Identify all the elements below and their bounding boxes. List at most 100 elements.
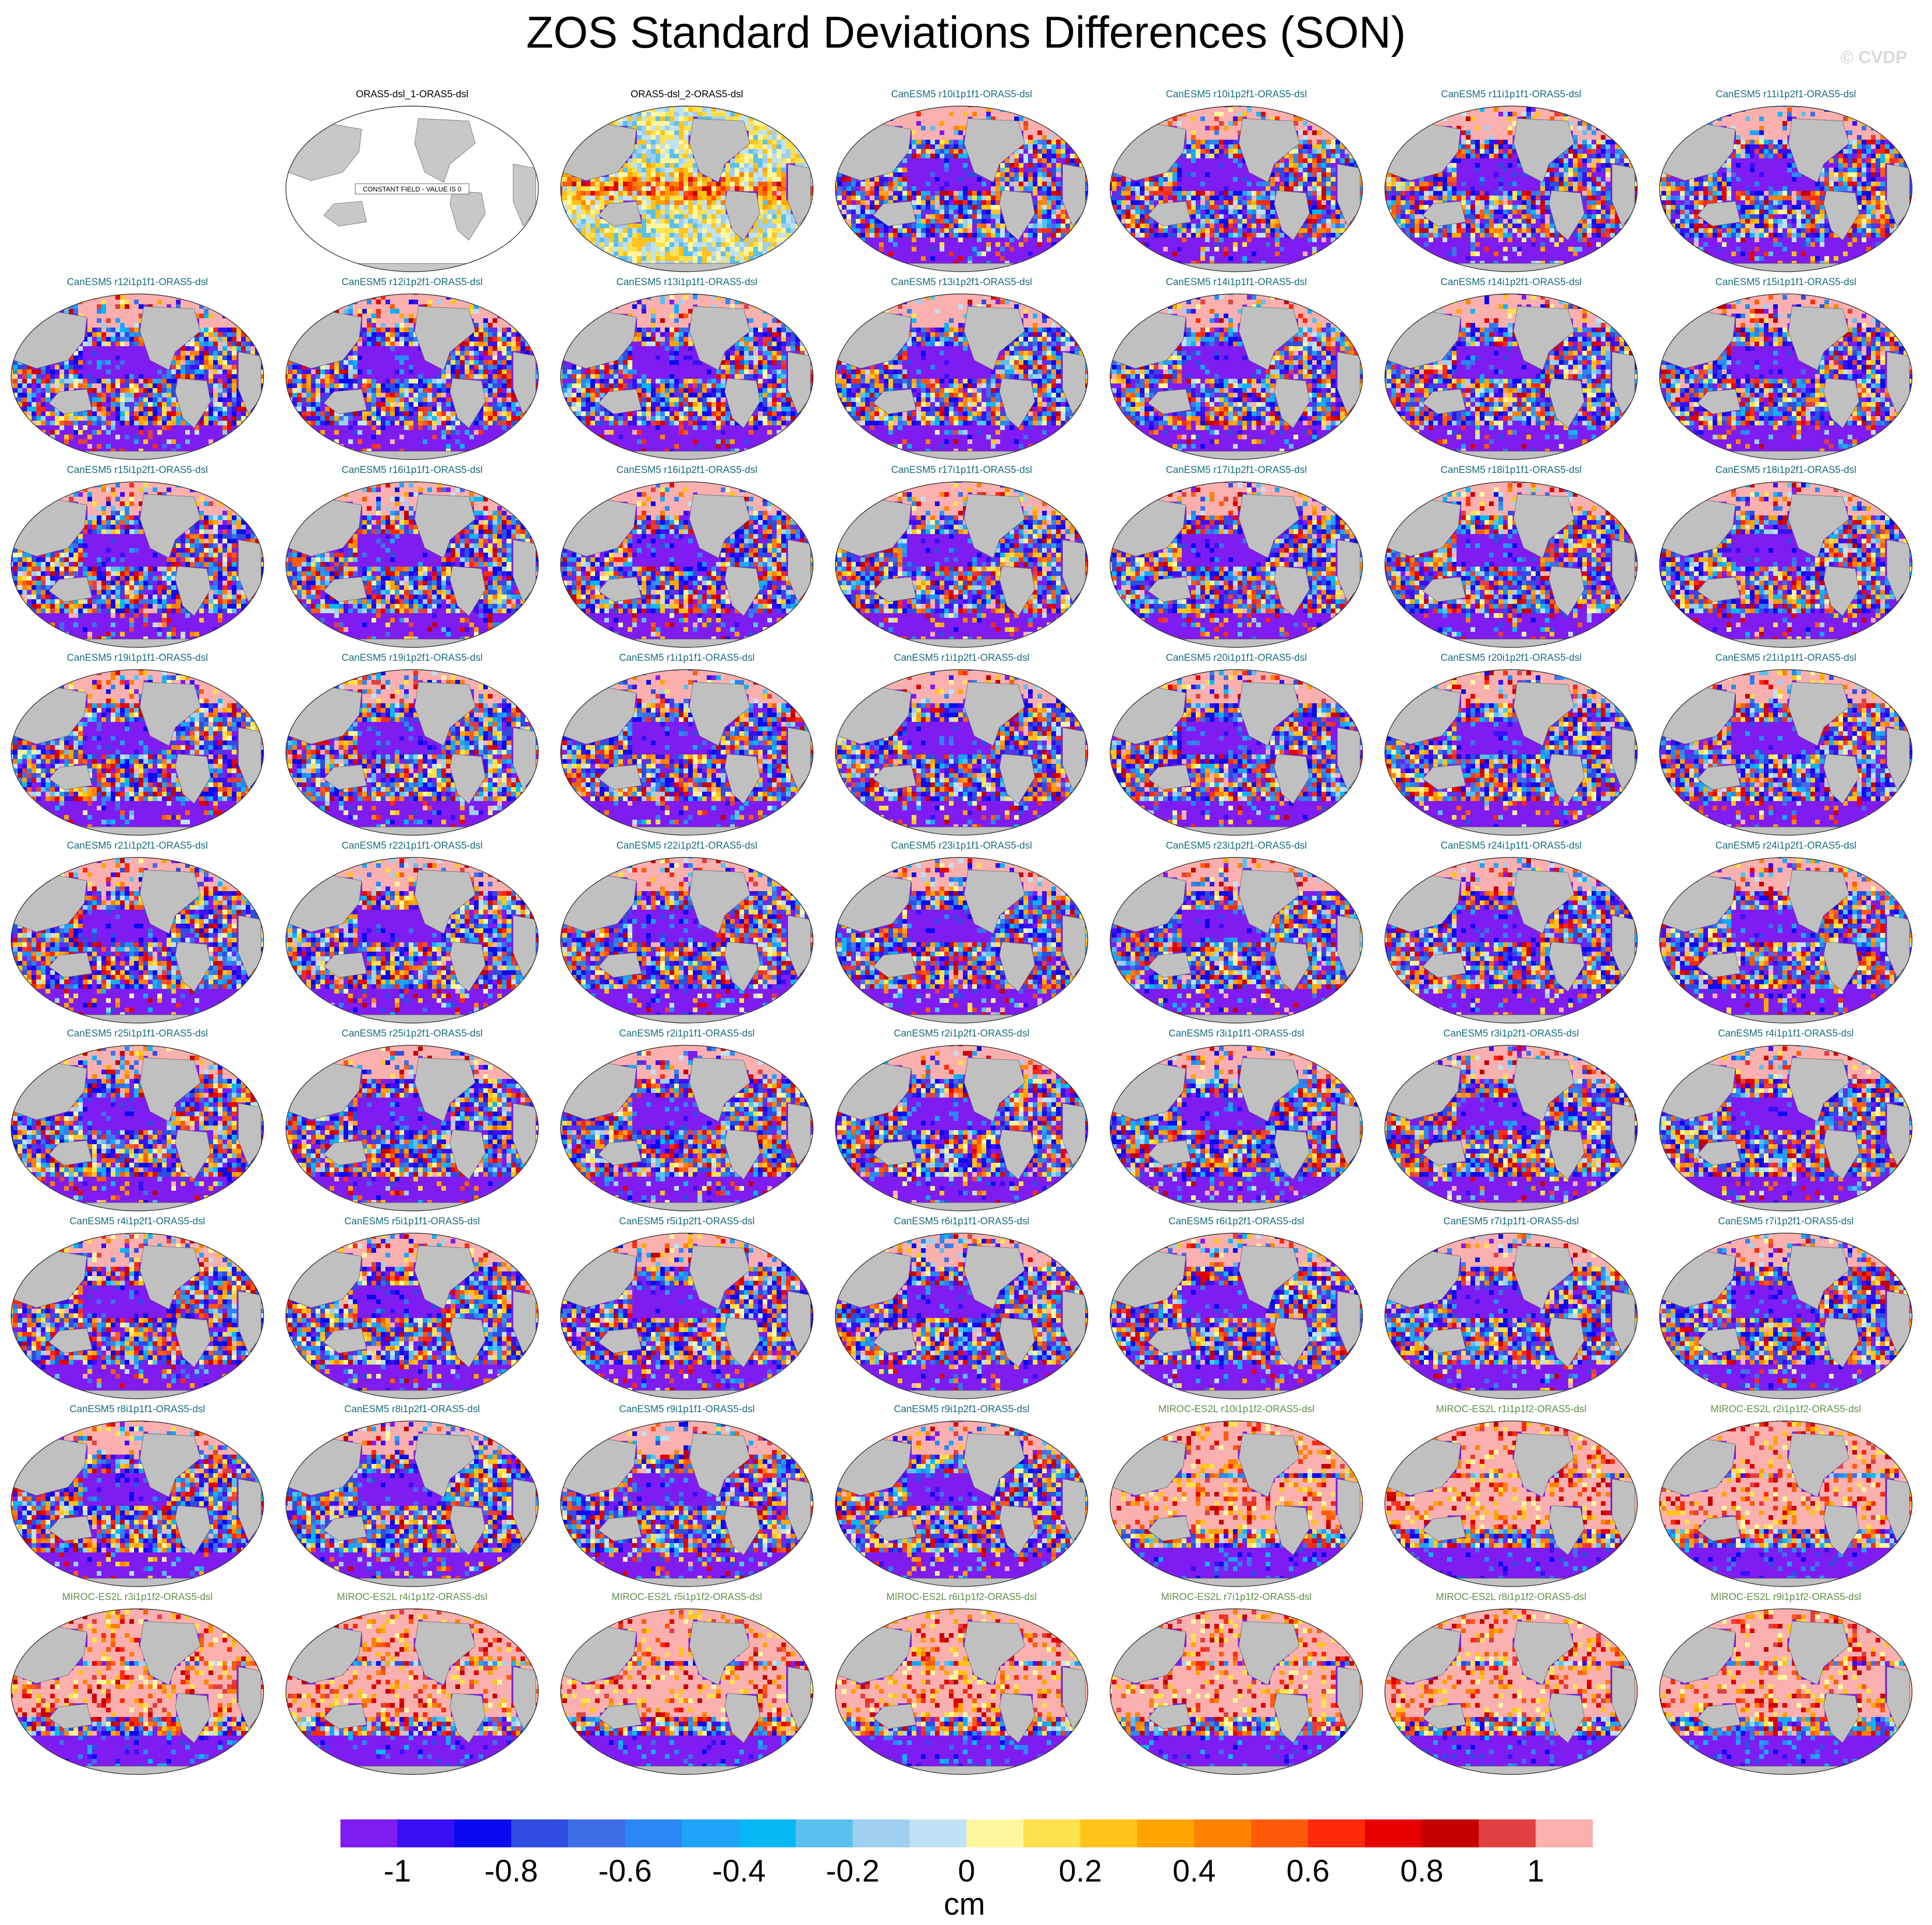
world-map (558, 478, 816, 649)
world-map (8, 478, 266, 649)
world-map (1382, 666, 1640, 837)
world-map (833, 102, 1091, 273)
colorbar-swatch (1194, 1819, 1252, 1847)
map-panel: CanESM5 r10i1p1f1-ORAS5-dsl (824, 89, 1099, 277)
map-panel: CanESM5 r3i1p1f1-ORAS5-dsl (1099, 1028, 1374, 1217)
world-map (1107, 478, 1365, 649)
map-panel: CanESM5 r6i1p2f1-ORAS5-dsl (1099, 1216, 1374, 1404)
panel-title: MIROC-ES2L r7i1p1f2-ORAS5-dsl (1099, 1592, 1374, 1603)
panel-title: CanESM5 r7i1p1f1-ORAS5-dsl (1374, 1216, 1648, 1227)
world-map (8, 1230, 266, 1400)
panel-title: CanESM5 r10i1p1f1-ORAS5-dsl (824, 89, 1099, 100)
world-map (1382, 1417, 1640, 1588)
world-map (1382, 1605, 1640, 1776)
world-map (833, 1417, 1091, 1588)
map-panel: CanESM5 r13i1p1f1-ORAS5-dsl (549, 277, 824, 465)
map-panel: CanESM5 r7i1p1f1-ORAS5-dsl (1374, 1216, 1648, 1404)
map-panel: CanESM5 r6i1p1f1-ORAS5-dsl (824, 1216, 1099, 1404)
panel-title: MIROC-ES2L r5i1p1f2-ORAS5-dsl (549, 1592, 824, 1603)
map-panel: CanESM5 r2i1p2f1-ORAS5-dsl (824, 1028, 1099, 1217)
panel-title: CanESM5 r4i1p2f1-ORAS5-dsl (0, 1216, 275, 1227)
map-panel: CanESM5 r18i1p1f1-ORAS5-dsl (1374, 465, 1648, 653)
panel-title: MIROC-ES2L r10i1p1f2-ORAS5-dsl (1099, 1404, 1374, 1415)
colorbar-swatch (853, 1819, 910, 1847)
colorbar-tick-label: 0.4 (1172, 1854, 1215, 1888)
map-panel: CanESM5 r7i1p2f1-ORAS5-dsl (1648, 1216, 1923, 1404)
colorbar-tick-label: 0.8 (1400, 1854, 1443, 1888)
panel-title: CanESM5 r19i1p1f1-ORAS5-dsl (0, 653, 275, 664)
world-map (1657, 290, 1915, 461)
colorbar-swatch (1251, 1819, 1309, 1847)
world-map (833, 1605, 1091, 1776)
panel-title: CanESM5 r11i1p2f1-ORAS5-dsl (1648, 89, 1923, 100)
map-panel: CanESM5 r5i1p2f1-ORAS5-dsl (549, 1216, 824, 1404)
world-map: CONSTANT FIELD - VALUE IS 0 (283, 102, 541, 273)
panel-title: ORAS5-dsl_1-ORAS5-dsl (275, 89, 549, 100)
world-map (558, 854, 816, 1025)
map-panel: CanESM5 r15i1p2f1-ORAS5-dsl (0, 465, 275, 653)
map-panel: CanESM5 r8i1p2f1-ORAS5-dsl (275, 1404, 549, 1592)
colorbar-tick-label: -0.4 (712, 1854, 765, 1888)
colorbar-tick-label: -0.8 (484, 1854, 538, 1888)
colorbar-unit: cm (944, 1887, 985, 1921)
colorbar-swatch (967, 1819, 1024, 1847)
map-panel: CanESM5 r24i1p2f1-ORAS5-dsl (1648, 840, 1923, 1029)
map-panel: CanESM5 r14i1p1f1-ORAS5-dsl (1099, 277, 1374, 465)
map-panel: ORAS5-dsl_1-ORAS5-dsl CONSTANT FIELD - VA… (275, 89, 549, 277)
panel-title: CanESM5 r16i1p2f1-ORAS5-dsl (549, 465, 824, 476)
panel-title: CanESM5 r20i1p1f1-ORAS5-dsl (1099, 653, 1374, 664)
panel-title: CanESM5 r18i1p2f1-ORAS5-dsl (1648, 465, 1923, 476)
map-panel: CanESM5 r16i1p1f1-ORAS5-dsl (275, 465, 549, 653)
panel-title: CanESM5 r5i1p1f1-ORAS5-dsl (275, 1216, 549, 1227)
map-panel: MIROC-ES2L r6i1p1f2-ORAS5-dsl (824, 1592, 1099, 1780)
panel-title: MIROC-ES2L r1i1p1f2-ORAS5-dsl (1374, 1404, 1648, 1415)
map-panel: CanESM5 r19i1p2f1-ORAS5-dsl (275, 653, 549, 841)
map-panel: CanESM5 r11i1p2f1-ORAS5-dsl (1648, 89, 1923, 277)
map-panel: CanESM5 r1i1p1f1-ORAS5-dsl (549, 653, 824, 841)
panel-title: CanESM5 r16i1p1f1-ORAS5-dsl (275, 465, 549, 476)
panel-title: CanESM5 r19i1p2f1-ORAS5-dsl (275, 653, 549, 664)
panel-title: CanESM5 r14i1p2f1-ORAS5-dsl (1374, 277, 1648, 288)
world-map (833, 854, 1091, 1025)
panel-title: CanESM5 r21i1p1f1-ORAS5-dsl (1648, 653, 1923, 664)
panel-title: CanESM5 r24i1p2f1-ORAS5-dsl (1648, 840, 1923, 852)
map-panel: CanESM5 r9i1p2f1-ORAS5-dsl (824, 1404, 1099, 1592)
colorbar-swatch (910, 1819, 967, 1847)
panel-title: CanESM5 r23i1p1f1-ORAS5-dsl (824, 840, 1099, 852)
panel-title: CanESM5 r22i1p1f1-ORAS5-dsl (275, 840, 549, 852)
map-panel: CanESM5 r16i1p2f1-ORAS5-dsl (549, 465, 824, 653)
colorbar-swatch (1365, 1819, 1422, 1847)
panel-title: CanESM5 r9i1p2f1-ORAS5-dsl (824, 1404, 1099, 1415)
colorbar-swatch (511, 1819, 569, 1847)
map-panel: CanESM5 r3i1p2f1-ORAS5-dsl (1374, 1028, 1648, 1217)
map-panel: CanESM5 r20i1p1f1-ORAS5-dsl (1099, 653, 1374, 841)
panel-title: CanESM5 r15i1p2f1-ORAS5-dsl (0, 465, 275, 476)
panel-title: CanESM5 r1i1p1f1-ORAS5-dsl (549, 653, 824, 664)
map-panel: CanESM5 r1i1p2f1-ORAS5-dsl (824, 653, 1099, 841)
map-panel: MIROC-ES2L r5i1p1f2-ORAS5-dsl (549, 1592, 824, 1780)
world-map (1107, 102, 1365, 273)
map-panel: CanESM5 r17i1p1f1-ORAS5-dsl (824, 465, 1099, 653)
world-map (833, 478, 1091, 649)
map-panel: CanESM5 r14i1p2f1-ORAS5-dsl (1374, 277, 1648, 465)
world-map (283, 290, 541, 461)
map-panel: CanESM5 r2i1p1f1-ORAS5-dsl (549, 1028, 824, 1217)
map-panel: CanESM5 r12i1p1f1-ORAS5-dsl (0, 277, 275, 465)
colorbar-swatch (796, 1819, 853, 1847)
panel-title: CanESM5 r22i1p2f1-ORAS5-dsl (549, 840, 824, 852)
world-map (833, 290, 1091, 461)
world-map (8, 1042, 266, 1212)
map-panel: CanESM5 r21i1p2f1-ORAS5-dsl (0, 840, 275, 1029)
map-panel: CanESM5 r4i1p2f1-ORAS5-dsl (0, 1216, 275, 1404)
colorbar-swatch (1080, 1819, 1138, 1847)
world-map (283, 1605, 541, 1776)
panel-title: CanESM5 r4i1p1f1-ORAS5-dsl (1648, 1028, 1923, 1040)
panel-title: CanESM5 r15i1p1f1-ORAS5-dsl (1648, 277, 1923, 288)
world-map (833, 1230, 1091, 1400)
map-panel: CanESM5 r8i1p1f1-ORAS5-dsl (0, 1404, 275, 1592)
map-panel: CanESM5 r18i1p2f1-ORAS5-dsl (1648, 465, 1923, 653)
panel-title: CanESM5 r9i1p1f1-ORAS5-dsl (549, 1404, 824, 1415)
colorbar-swatch (1137, 1819, 1195, 1847)
panel-title: CanESM5 r24i1p1f1-ORAS5-dsl (1374, 840, 1648, 852)
map-panel: CanESM5 r17i1p2f1-ORAS5-dsl (1099, 465, 1374, 653)
